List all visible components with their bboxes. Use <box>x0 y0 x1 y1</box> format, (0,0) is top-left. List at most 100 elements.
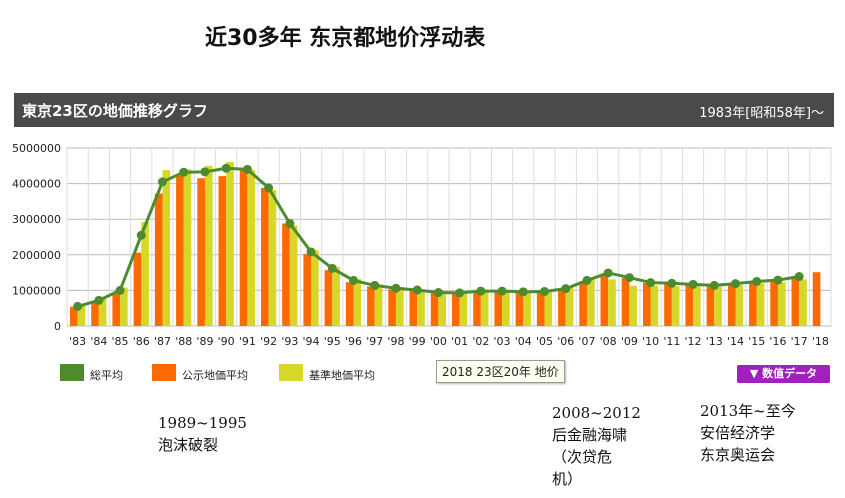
data-values-button[interactable]: ▼ 数值データ <box>737 365 830 383</box>
bar-standard <box>714 286 722 326</box>
point-total <box>264 183 274 193</box>
point-total <box>73 301 83 311</box>
x-tick-label: '00 <box>430 335 447 348</box>
x-tick-label: '13 <box>706 335 723 348</box>
legend-label-total: 総平均 <box>90 369 123 382</box>
annotation-abenomics-line: 东京奥运会 <box>700 446 776 464</box>
bar-public <box>176 175 184 326</box>
x-tick-label: '83 <box>69 335 86 348</box>
bar-public <box>388 289 396 326</box>
annotation-financial-crisis: 2008~2012 后金融海啸 （次贷危 机） <box>552 402 641 490</box>
bar-standard <box>671 286 680 326</box>
point-total <box>412 285 422 295</box>
x-tick-label: '09 <box>621 335 638 348</box>
x-tick-label: '10 <box>642 335 659 348</box>
bar-public <box>112 293 121 326</box>
bar-standard <box>120 287 128 326</box>
annotation-abenomics-line: 安倍经济学 <box>700 424 776 442</box>
bar-public <box>579 281 587 326</box>
bar-public <box>239 167 248 326</box>
bar-standard <box>353 279 362 326</box>
point-total <box>731 279 740 289</box>
bar-public <box>154 193 163 326</box>
point-total <box>561 284 571 294</box>
point-total <box>794 272 804 282</box>
bar-public <box>473 291 481 326</box>
bar-standard <box>650 285 659 326</box>
x-tick-label: '86 <box>133 335 150 348</box>
x-tick-label: '90 <box>218 335 235 348</box>
bar-public <box>727 284 736 326</box>
point-total <box>285 218 295 228</box>
x-tick-label: '92 <box>260 335 277 348</box>
x-tick-label: '17 <box>791 335 808 348</box>
legend-swatch-public <box>152 364 176 381</box>
point-total <box>158 177 167 187</box>
bar-public <box>685 285 694 326</box>
point-total <box>349 275 358 285</box>
point-total <box>221 163 231 173</box>
bar-public <box>282 223 290 326</box>
x-tick-label: '91 <box>239 335 256 348</box>
x-tick-label: '87 <box>154 335 171 348</box>
bar-standard <box>374 284 383 326</box>
x-tick-label: '14 <box>727 335 744 348</box>
bar-public <box>664 283 672 326</box>
bar-public <box>324 270 333 326</box>
bar-standard <box>608 279 616 326</box>
legend-swatch-standard <box>279 364 303 381</box>
point-total <box>455 288 465 298</box>
y-tick-label: 5000000 <box>12 142 61 155</box>
y-tick-label: 1000000 <box>12 284 61 297</box>
bar-standard <box>629 285 638 326</box>
bar-public <box>791 277 800 326</box>
x-tick-label: '18 <box>812 335 829 348</box>
x-tick-label: '94 <box>303 335 320 348</box>
point-total <box>497 286 507 296</box>
point-total <box>624 273 634 283</box>
bar-public <box>260 187 269 326</box>
x-tick-label: '12 <box>685 335 702 348</box>
bar-standard <box>438 292 447 326</box>
point-total <box>391 283 401 293</box>
bar-public <box>218 176 227 326</box>
x-tick-label: '88 <box>175 335 192 348</box>
point-total <box>433 288 443 298</box>
x-tick-label: '16 <box>769 335 786 348</box>
x-tick-label: '99 <box>409 335 426 348</box>
point-total <box>370 280 380 290</box>
bar-standard <box>735 285 744 326</box>
x-tick-label: '11 <box>663 335 680 348</box>
bar-standard <box>98 298 107 326</box>
x-tick-label: '93 <box>281 335 298 348</box>
bar-standard <box>586 279 595 326</box>
bar-public <box>770 280 778 326</box>
x-tick-label: '01 <box>451 335 468 348</box>
point-total <box>179 167 189 177</box>
point-total <box>327 263 337 273</box>
point-total <box>136 230 146 240</box>
point-total <box>582 275 592 285</box>
x-tick-label: '97 <box>366 335 383 348</box>
bar-standard <box>523 291 531 326</box>
x-tick-label: '89 <box>196 335 213 348</box>
x-tick-label: '02 <box>472 335 489 348</box>
annotation-crisis-line: 机） <box>552 470 583 488</box>
point-total <box>603 268 613 278</box>
bar-standard <box>799 279 807 326</box>
x-tick-label: '98 <box>387 335 404 348</box>
bar-public <box>621 277 630 326</box>
y-tick-label: 3000000 <box>12 213 61 226</box>
x-tick-label: '07 <box>578 335 595 348</box>
bar-standard <box>395 287 404 326</box>
chart-header-period: 1983年[昭和58年]～ <box>699 106 824 121</box>
annotation-bubble-line: 泡沫破裂 <box>158 436 219 454</box>
annotation-crisis-line: （次贷危 <box>552 448 613 466</box>
x-tick-label: '08 <box>600 335 617 348</box>
x-tick-label: '15 <box>748 335 765 348</box>
page-title: 近30多年 东京都地价浮动表 <box>205 26 486 51</box>
point-total <box>200 167 210 177</box>
point-total <box>115 285 125 295</box>
bar-public <box>812 272 821 326</box>
